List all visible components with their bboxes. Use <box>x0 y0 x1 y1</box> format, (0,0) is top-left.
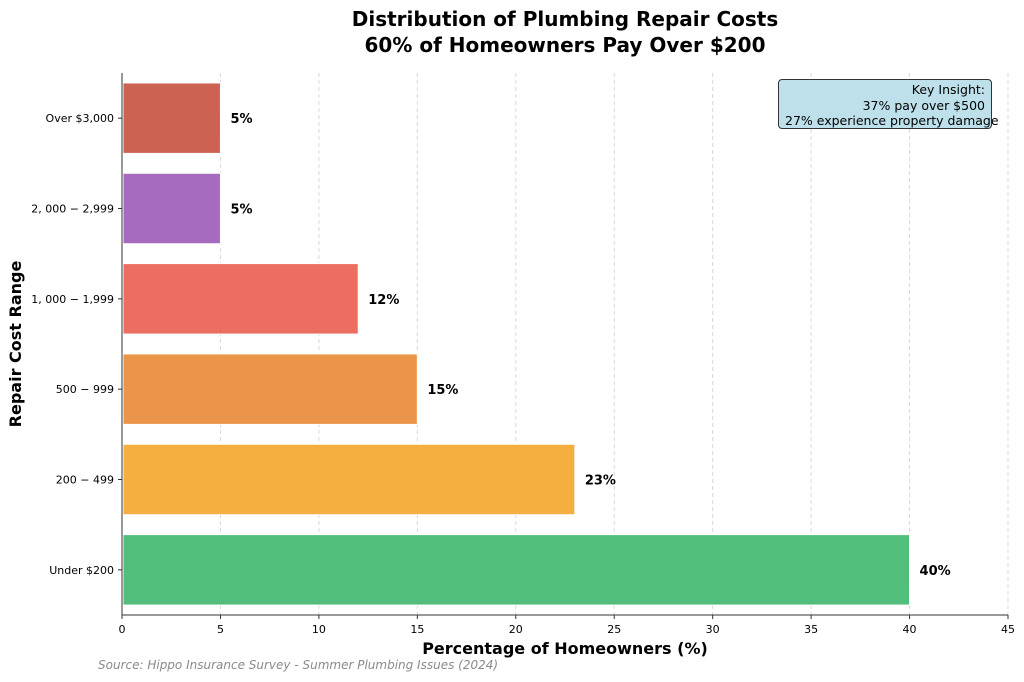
bar <box>122 534 911 606</box>
y-axis-label: Repair Cost Range <box>6 261 25 428</box>
value-label: 5% <box>230 112 252 127</box>
x-tick-label: 0 <box>119 623 126 636</box>
chart-subtitle: 60% of Homeowners Pay Over $200 <box>364 33 766 57</box>
x-axis-label: Percentage of Homeowners (%) <box>422 639 708 658</box>
value-label: 12% <box>368 293 399 308</box>
x-tick-label: 5 <box>217 623 224 636</box>
y-tick-label: 1, 000 − 1,999 <box>31 293 114 306</box>
x-tick-label: 45 <box>1001 623 1015 636</box>
insight-line: Key Insight: <box>911 82 985 97</box>
chart-title: Distribution of Plumbing Repair Costs <box>351 7 779 31</box>
x-tick-label: 15 <box>410 623 424 636</box>
y-ticks: Under $200 200 − 499 500 − 999 1, 000 − 1,9… <box>31 112 122 577</box>
x-tick-label: 25 <box>607 623 621 636</box>
axes <box>121 73 1008 616</box>
value-labels: 40% 23% 15% 12% 5% 5% <box>230 112 950 579</box>
y-tick-label: Over $3,000 <box>46 112 114 125</box>
bar <box>122 82 221 154</box>
bar <box>122 353 418 425</box>
x-ticks: 0 5 10 15 20 25 30 35 40 45 <box>119 615 1015 636</box>
y-tick-label: 2, 000 − 2,999 <box>31 203 114 216</box>
source-note: Source: Hippo Insurance Survey - Summer … <box>98 658 499 672</box>
key-insight-box: Key Insight: 37% pay over $500 27% exper… <box>778 79 999 129</box>
bar <box>122 263 359 335</box>
bar <box>122 172 221 245</box>
y-tick-label: Under $200 <box>49 564 114 577</box>
grid-lines <box>219 73 1009 615</box>
value-label: 23% <box>585 474 616 489</box>
value-label: 5% <box>230 203 252 218</box>
x-tick-label: 35 <box>804 623 818 636</box>
insight-line: 27% experience property damage <box>785 113 999 128</box>
y-tick-label: 500 − 999 <box>56 383 114 396</box>
insight-line: 37% pay over $500 <box>862 97 985 113</box>
value-label: 40% <box>920 564 951 579</box>
x-tick-label: 30 <box>706 623 720 636</box>
x-tick-label: 20 <box>509 623 523 636</box>
value-label: 15% <box>427 383 458 398</box>
x-tick-label: 40 <box>903 623 917 636</box>
bars <box>122 82 911 606</box>
y-tick-label: 200 − 499 <box>56 474 114 487</box>
bar <box>122 443 576 516</box>
x-tick-label: 10 <box>312 623 326 636</box>
